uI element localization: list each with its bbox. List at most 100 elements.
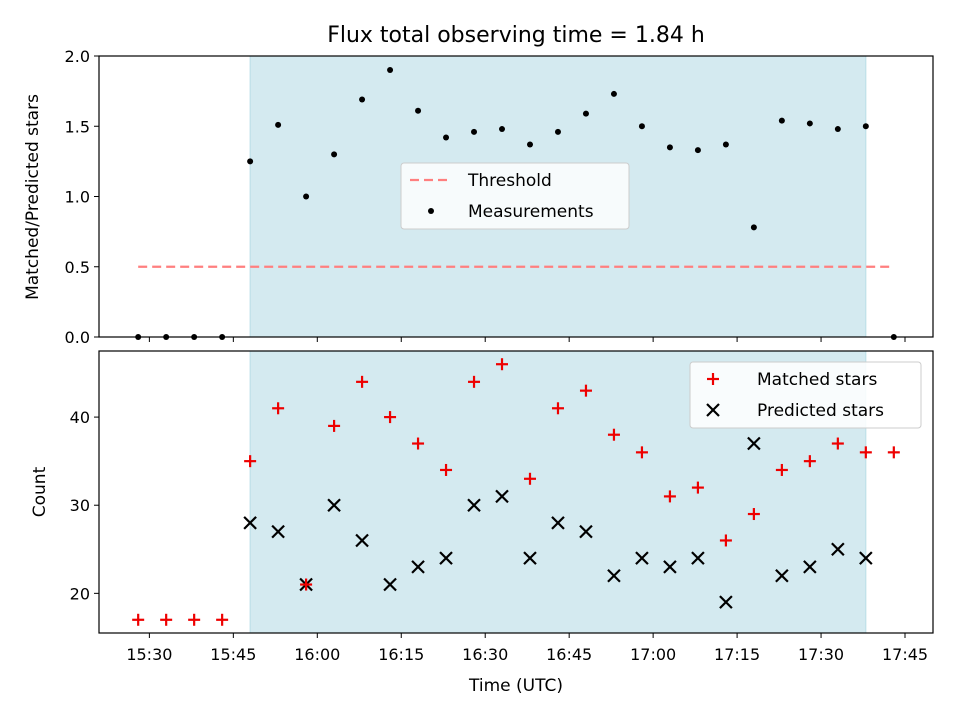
predicted-star-point — [467, 498, 481, 512]
cross-b — [747, 436, 761, 451]
measurement-point — [471, 128, 478, 135]
cross-b — [635, 551, 649, 565]
predicted-star-point — [411, 560, 425, 574]
predicted-star-point — [383, 577, 397, 592]
measurement-point — [499, 126, 506, 133]
ratio-panel: 0.0 0.5 1.0 1.5 2.0 Threshold Measurements — [65, 47, 934, 347]
legend-predicted-label: Predicted stars — [757, 401, 884, 421]
x-tick-label: 16:45 — [546, 645, 592, 664]
matched-star-point — [300, 578, 313, 591]
y-tick-label: 1.5 — [65, 117, 90, 136]
matched-star-point — [440, 463, 453, 476]
measurement-point — [387, 67, 394, 74]
matched-star-point — [579, 384, 592, 397]
measurement-point — [610, 90, 617, 97]
y-tick-label: 0.5 — [65, 258, 90, 277]
legend-box — [689, 361, 922, 429]
predicted-star-point — [831, 542, 845, 557]
matched-star-point — [719, 534, 732, 547]
matched-star-point — [551, 402, 564, 415]
cross-b — [271, 524, 285, 539]
x-tick-label: 17:15 — [714, 645, 760, 664]
measurement-point — [750, 224, 757, 231]
measurement-point — [443, 134, 450, 141]
measurement-point — [359, 96, 366, 103]
predicted-star-point — [663, 560, 677, 574]
matched-star-point — [216, 613, 229, 626]
x-tick-label: 17:45 — [882, 645, 928, 664]
cross-b — [831, 542, 845, 557]
matched-star-point — [803, 455, 816, 468]
predicted-star-point — [607, 568, 621, 583]
cross-b — [579, 524, 593, 539]
matched-star-point — [188, 613, 201, 626]
cross-b — [355, 533, 369, 548]
cross-b — [803, 560, 817, 574]
measurement-point — [247, 158, 254, 165]
x-axis-label: Time (UTC) — [468, 676, 563, 696]
bottom-axes-frame — [98, 350, 934, 634]
cross-b — [607, 568, 621, 583]
cross-b — [439, 551, 453, 565]
legend-matched-label: Matched stars — [757, 370, 877, 390]
y-tick-label: 1.0 — [65, 188, 90, 207]
predicted-star-point — [691, 551, 705, 565]
predicted-star-point — [859, 551, 873, 565]
matched-star-point — [691, 481, 704, 494]
y-tick-label: 0.0 — [65, 328, 90, 347]
matched-star-point — [635, 446, 648, 459]
predicted-star-point — [719, 595, 733, 609]
y-tick-label: 40 — [70, 408, 90, 427]
x-tick-label: 17:00 — [630, 645, 676, 664]
chart-title: Flux total observing time = 1.84 h — [327, 23, 705, 48]
legend-box — [400, 162, 630, 230]
y-tick-label: 30 — [70, 496, 90, 515]
measurement-point — [806, 120, 813, 127]
cross-b — [663, 560, 677, 574]
measurement-point — [303, 193, 310, 200]
cross-b — [383, 577, 397, 592]
cross-b — [551, 516, 565, 530]
matched-star-point — [132, 613, 145, 626]
matched-star-point — [663, 490, 676, 503]
top-y-axis-label: Matched/Predicted stars — [23, 94, 43, 300]
cross-b — [859, 551, 873, 565]
predicted-star-point — [635, 551, 649, 565]
legend-threshold-label: Threshold — [467, 171, 552, 191]
predicted-star-point — [495, 489, 509, 504]
measurement-point — [526, 141, 533, 148]
predicted-star-point — [327, 498, 341, 512]
legend-measurement-label: Measurements — [468, 202, 594, 222]
count-panel: 20 30 40 15:30 15:45 16:00 16:15 16:30 16:45 17:0… — [70, 350, 934, 664]
cross-b — [775, 568, 789, 583]
matched-star-point — [747, 508, 760, 521]
predicted-star-point — [775, 568, 789, 583]
legend-matched-swatch — [707, 373, 719, 385]
cross-b — [719, 595, 733, 609]
predicted-star-point — [355, 533, 369, 548]
matched-star-point — [384, 411, 397, 424]
x-tick-label: 16:00 — [294, 645, 340, 664]
matched-star-point — [831, 437, 844, 450]
measurement-point — [331, 151, 338, 158]
measurement-point — [582, 110, 589, 117]
matched-star-point — [328, 419, 341, 432]
predicted-star-point — [271, 524, 285, 539]
predicted-star-point — [551, 516, 565, 530]
predicted-star-point — [747, 436, 761, 451]
measurement-point — [862, 123, 869, 130]
measurement-point — [415, 107, 422, 114]
y-tick-label: 2.0 — [65, 47, 90, 66]
matched-star-point — [775, 463, 788, 476]
predicted-star-point — [439, 551, 453, 565]
cross-b — [467, 498, 481, 512]
predicted-star-point — [803, 560, 817, 574]
x-tick-label: 15:45 — [210, 645, 256, 664]
x-tick-label: 15:30 — [126, 645, 172, 664]
measurement-point — [694, 147, 701, 154]
x-tick-label: 16:30 — [462, 645, 508, 664]
legend-measurement-swatch — [428, 208, 434, 214]
cross-b — [243, 516, 257, 530]
matched-star-point — [244, 455, 257, 468]
